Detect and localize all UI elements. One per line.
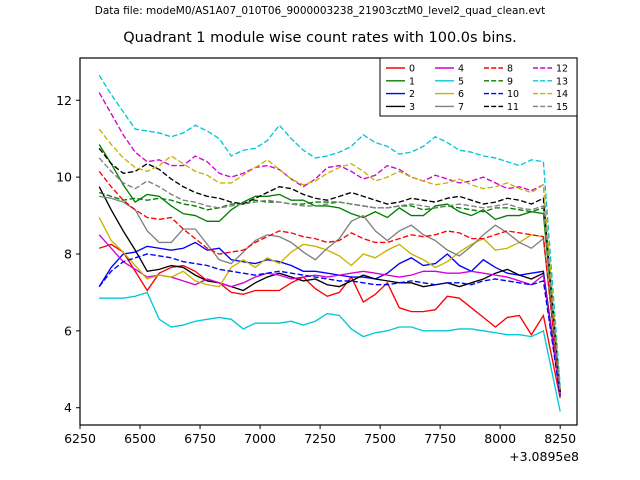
- legend-label-15[interactable]: 15: [556, 102, 568, 113]
- series-line-0: [99, 243, 561, 399]
- x-axis-offset-label: +3.0895e8: [509, 449, 579, 464]
- legend-label-6[interactable]: 6: [458, 89, 464, 100]
- series-line-2: [98, 241, 561, 397]
- data-file-label: Data file: modeM0/AS1A07_010T06_90000032…: [94, 5, 546, 17]
- legend-label-10[interactable]: 10: [507, 89, 519, 100]
- series-line-10: [98, 253, 561, 397]
- chart-title: Quadrant 1 module wise count rates with …: [123, 30, 517, 46]
- legend-label-14[interactable]: 14: [556, 89, 568, 100]
- axes-frame: [79, 57, 578, 426]
- legend-label-12[interactable]: 12: [556, 64, 568, 75]
- series-line-11: [98, 147, 561, 393]
- y-tick-label: 8: [64, 246, 72, 261]
- legend-label-13[interactable]: 13: [556, 76, 568, 87]
- legend-label-0[interactable]: 0: [409, 64, 415, 75]
- x-tick-label: 7250: [304, 431, 336, 446]
- series-line-4: [98, 234, 561, 395]
- legend-label-4[interactable]: 4: [458, 64, 464, 75]
- series-line-9: [99, 191, 561, 391]
- legend-label-11[interactable]: 11: [507, 102, 519, 113]
- legend-label-9[interactable]: 9: [507, 76, 513, 87]
- legend-label-2[interactable]: 2: [409, 89, 415, 100]
- series-line-3: [98, 186, 561, 391]
- series-line-7: [99, 195, 561, 393]
- series-group: [98, 74, 561, 412]
- legend-label-5[interactable]: 5: [458, 76, 464, 87]
- x-tick-label: 8250: [544, 431, 576, 446]
- x-tick-label: 8000: [484, 431, 516, 446]
- series-line-15: [98, 157, 561, 393]
- axis-group: 6250 6500 6750 7000 7250 7500 7750 8000 82504681…: [56, 57, 579, 464]
- x-tick-label: 7000: [244, 431, 276, 446]
- x-tick-label: 7750: [424, 431, 456, 446]
- series-line-13: [98, 74, 561, 387]
- y-tick-label: 12: [56, 93, 72, 108]
- series-line-14: [98, 128, 561, 391]
- x-tick-label: 7500: [364, 431, 396, 446]
- x-tick-label: 6750: [184, 431, 216, 446]
- legend-label-7[interactable]: 7: [458, 102, 464, 113]
- legend-label-3[interactable]: 3: [409, 102, 415, 113]
- legend-label-8[interactable]: 8: [507, 64, 513, 75]
- series-line-6: [98, 217, 561, 397]
- series-line-8: [98, 170, 561, 395]
- y-tick-label: 10: [56, 170, 72, 185]
- y-tick-label: 4: [64, 400, 72, 415]
- x-tick-label: 6250: [64, 431, 96, 446]
- legend-label-1[interactable]: 1: [409, 76, 415, 87]
- x-tick-label: 6500: [124, 431, 156, 446]
- series-line-5: [99, 291, 561, 412]
- y-tick-label: 6: [64, 323, 72, 338]
- series-line-12: [98, 92, 561, 395]
